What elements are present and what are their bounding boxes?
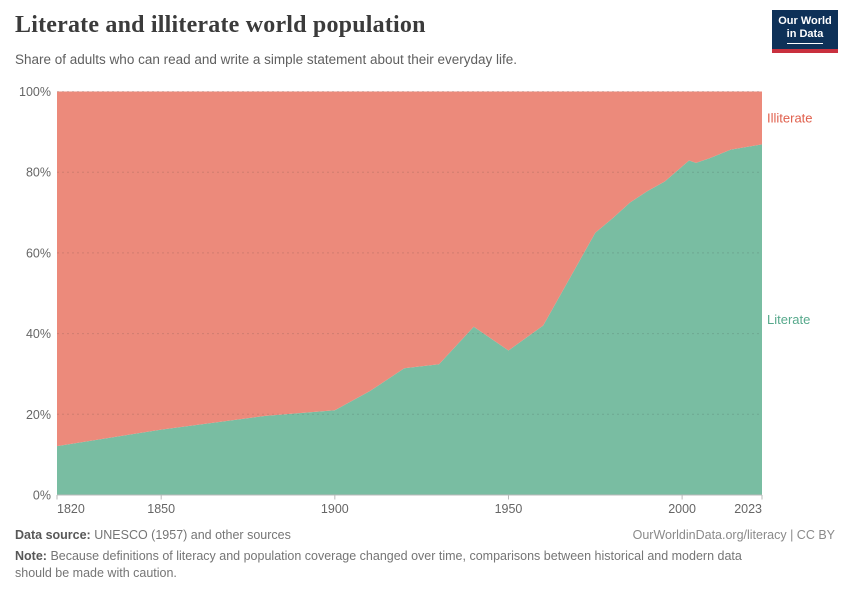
x-tick-label-1950: 1950 [495,502,523,516]
data-source-value: UNESCO (1957) and other sources [94,528,291,542]
y-tick-label-100: 100% [19,85,51,99]
illiterate-series-label[interactable]: Illiterate [767,110,813,125]
illiterate-area[interactable] [57,91,762,447]
note-label: Note: [15,549,47,563]
x-tick-label-1900: 1900 [321,502,349,516]
x-tick-label-2023: 2023 [734,502,762,516]
chart-note: Note: Because definitions of literacy an… [15,548,763,582]
x-tick-label-1820: 1820 [57,502,85,516]
y-tick-label-60: 60% [26,246,51,260]
y-tick-label-80: 80% [26,166,51,180]
literate-series-label[interactable]: Literate [767,312,810,327]
y-tick-label-20: 20% [26,408,51,422]
y-tick-label-0: 0% [33,489,51,503]
note-value: Because definitions of literacy and popu… [15,549,742,580]
owid-logo[interactable]: Our World in Data [772,10,838,53]
owid-logo-line2: in Data [786,28,824,44]
data-source: Data source: UNESCO (1957) and other sou… [15,527,291,544]
chart-subtitle: Share of adults who can read and write a… [15,52,518,67]
y-tick-label-40: 40% [26,327,51,341]
page-title: Literate and illiterate world population [15,12,426,38]
chart-footer: Data source: UNESCO (1957) and other sou… [15,527,835,582]
owid-link[interactable]: OurWorldinData.org/literacy | CC BY [632,528,835,542]
x-tick-label-2000: 2000 [668,502,696,516]
x-tick-label-1850: 1850 [147,502,175,516]
data-source-label: Data source: [15,528,91,542]
owid-logo-line1: Our World [778,15,832,27]
literate-area[interactable] [57,144,762,495]
